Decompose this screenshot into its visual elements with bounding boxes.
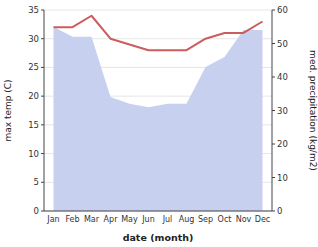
y-tick-label: 20	[28, 91, 39, 101]
y2-tick	[272, 144, 275, 145]
x-tick-label: Nov	[236, 215, 252, 224]
y-tick	[41, 211, 44, 212]
axes: 0 5 10 15 20 25 30 35 0 10 20 30 40 50 60 Jan Feb Mar AprM…	[3, 5, 318, 243]
x-axis-label: date (month)	[123, 232, 194, 243]
y2-tick	[272, 10, 275, 11]
x-tick-label: Sep	[198, 215, 213, 224]
y-tick-label: 15	[28, 120, 39, 130]
y2-tick-label: 0	[277, 206, 282, 216]
y2-tick	[272, 211, 275, 212]
y2-tick	[272, 77, 275, 78]
grid	[44, 10, 272, 211]
y2-tick-label: 20	[277, 139, 288, 149]
x-tick-label: Oct	[218, 215, 232, 224]
x-tick-label: Mar	[84, 215, 100, 224]
temperature-line	[54, 16, 263, 50]
y-tick	[41, 182, 44, 183]
x-tick-label: Jan	[46, 215, 59, 224]
y-tick-label: 5	[34, 177, 39, 187]
y2-tick	[272, 177, 275, 178]
x-tick-label: May	[121, 215, 138, 224]
y2-tick-label: 40	[277, 72, 288, 82]
y2-tick-label: 50	[277, 39, 288, 49]
x-tick-label: Aug	[179, 215, 195, 224]
y-tick-label: 35	[28, 5, 39, 15]
y2-tick	[272, 110, 275, 111]
x-tick-label: Apr	[104, 215, 119, 224]
y2-tick-label: 30	[277, 106, 288, 116]
y-tick	[41, 124, 44, 125]
chart: 0 5 10 15 20 25 30 35 0 10 20 30 40 50 60 Jan Feb Mar AprM…	[0, 0, 318, 247]
y-tick	[41, 96, 44, 97]
precipitation-area	[54, 27, 263, 211]
x-tick-label: Feb	[65, 215, 79, 224]
x-tick-label: Dec	[255, 215, 270, 224]
y-tick	[41, 10, 44, 11]
grid-line	[44, 211, 272, 212]
y-axis-label: max temp (C)	[3, 79, 13, 141]
y2-axis-label: med. precipitation (kg/m2)	[308, 50, 318, 171]
y-tick-label: 25	[28, 62, 39, 72]
y-tick	[41, 153, 44, 154]
y-tick-label: 30	[28, 34, 39, 44]
x-tick-label: Jul	[162, 215, 173, 224]
y2-tick-label: 60	[277, 5, 288, 15]
x-axis-line	[44, 211, 272, 212]
plot-area	[54, 16, 263, 211]
grid-line	[44, 10, 272, 11]
y-tick	[41, 38, 44, 39]
y2-tick-label: 10	[277, 173, 288, 183]
y2-tick	[272, 43, 275, 44]
y-axis-line	[44, 10, 45, 211]
x-tick-label: Jun	[141, 215, 155, 224]
y-tick-label: 0	[34, 206, 39, 216]
y-tick	[41, 67, 44, 68]
y-tick-label: 10	[28, 149, 39, 159]
